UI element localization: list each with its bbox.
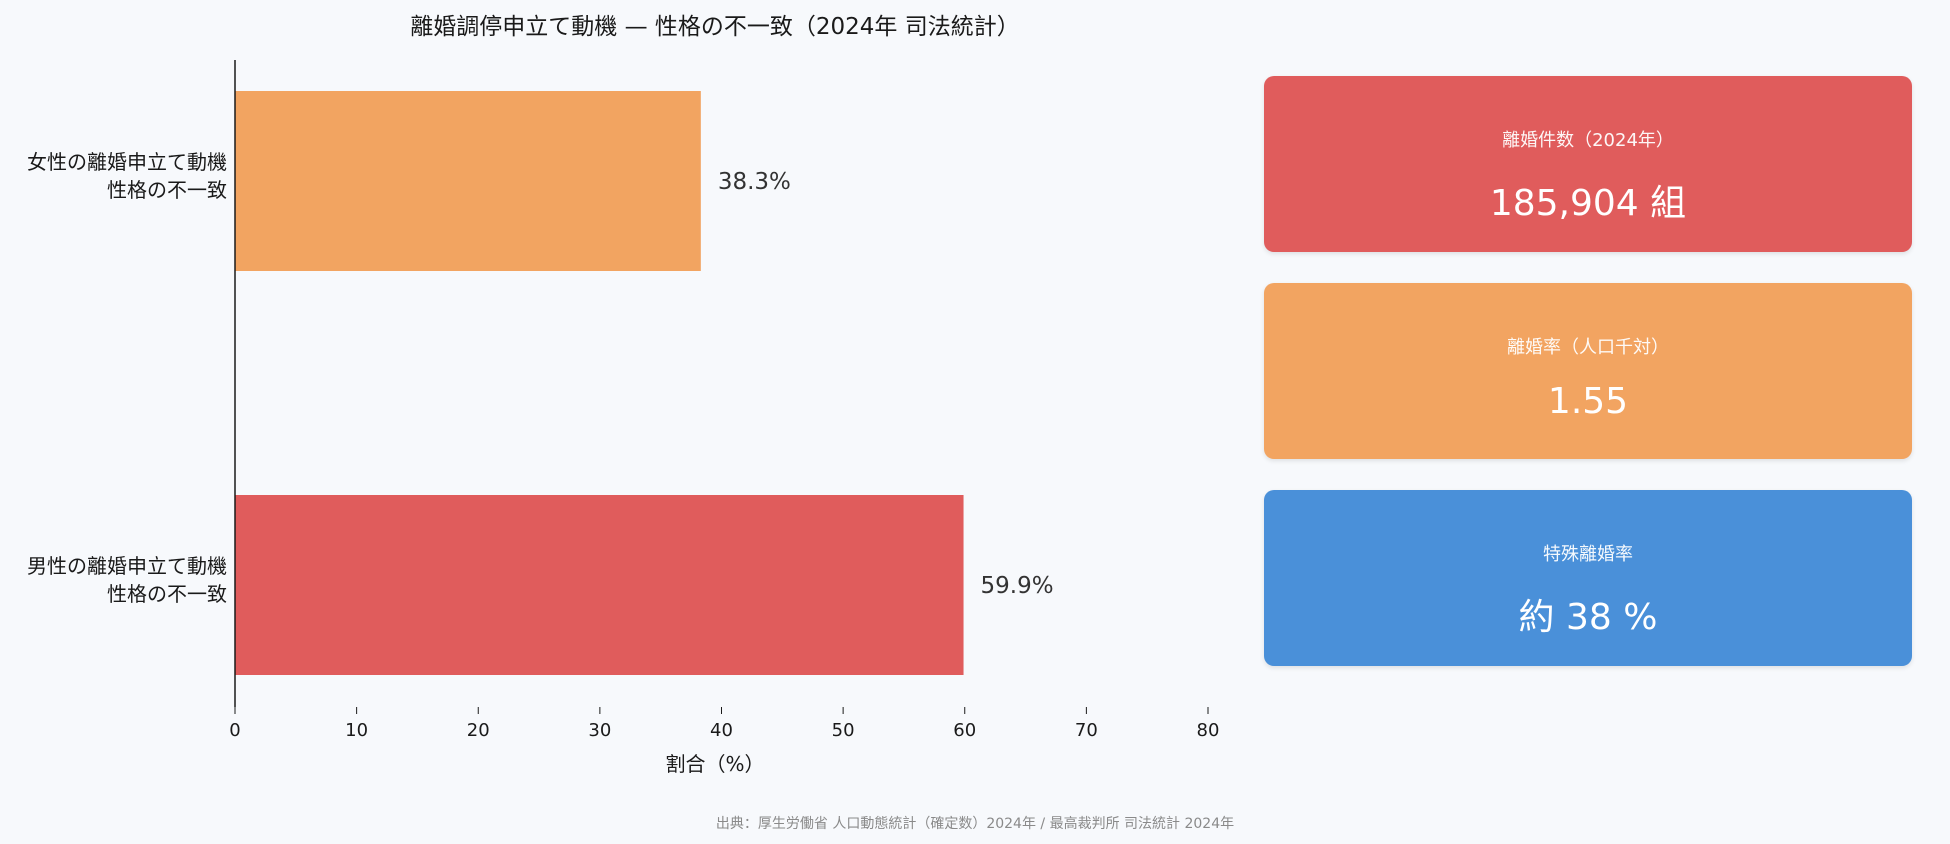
bars-layer: 38.3% 59.9% [235,91,1054,675]
chart-title: 離婚調停申立て動機 — 性格の不一致（2024年 司法統計） [410,14,1019,40]
x-tick-label: 60 [953,720,976,741]
kpi-label: 離婚率（人口千対） [1507,337,1669,358]
x-tick-label: 30 [588,720,611,741]
kpi-card-divorce-rate: 離婚率（人口千対） 1.55 [1264,283,1912,459]
category-label: 男性の離婚申立て動機 [27,554,227,578]
bar-value-label: 38.3% [718,169,791,195]
kpi-card-divorce-count: 離婚件数（2024年） 185,904 組 [1264,76,1912,252]
x-tick-label: 70 [1075,720,1098,741]
bar [235,495,964,675]
kpi-value: 1.55 [1547,381,1629,422]
category-label: 性格の不一致 [107,582,227,606]
x-tick-label: 50 [832,720,855,741]
kpi-value: 185,904 組 [1489,183,1687,224]
kpi-label: 離婚件数（2024年） [1502,130,1674,151]
category-label: 性格の不一致 [107,178,227,202]
source-note: 出典：厚生労働省 人口動態統計（確定数）2024年 / 最高裁判所 司法統計 2… [715,816,1235,832]
x-tick-label: 80 [1197,720,1220,741]
x-tick-label: 20 [467,720,490,741]
x-axis-ticks: 0 10 20 30 40 50 60 70 80 [229,707,1219,741]
x-tick-label: 40 [710,720,733,741]
kpi-card-special-divorce-rate: 特殊離婚率 約 38 % [1264,490,1912,666]
category-label: 女性の離婚申立て動機 [27,150,227,174]
kpi-value: 約 38 % [1518,597,1658,638]
bar-value-label: 59.9% [981,573,1054,599]
kpi-label: 特殊離婚率 [1543,544,1633,565]
bar [235,91,701,271]
x-tick-label: 0 [229,720,240,741]
x-tick-label: 10 [345,720,368,741]
x-axis-label: 割合（%） [665,752,764,776]
bar-chart: 離婚調停申立て動機 — 性格の不一致（2024年 司法統計） 38.3% 59.9… [27,14,1219,776]
